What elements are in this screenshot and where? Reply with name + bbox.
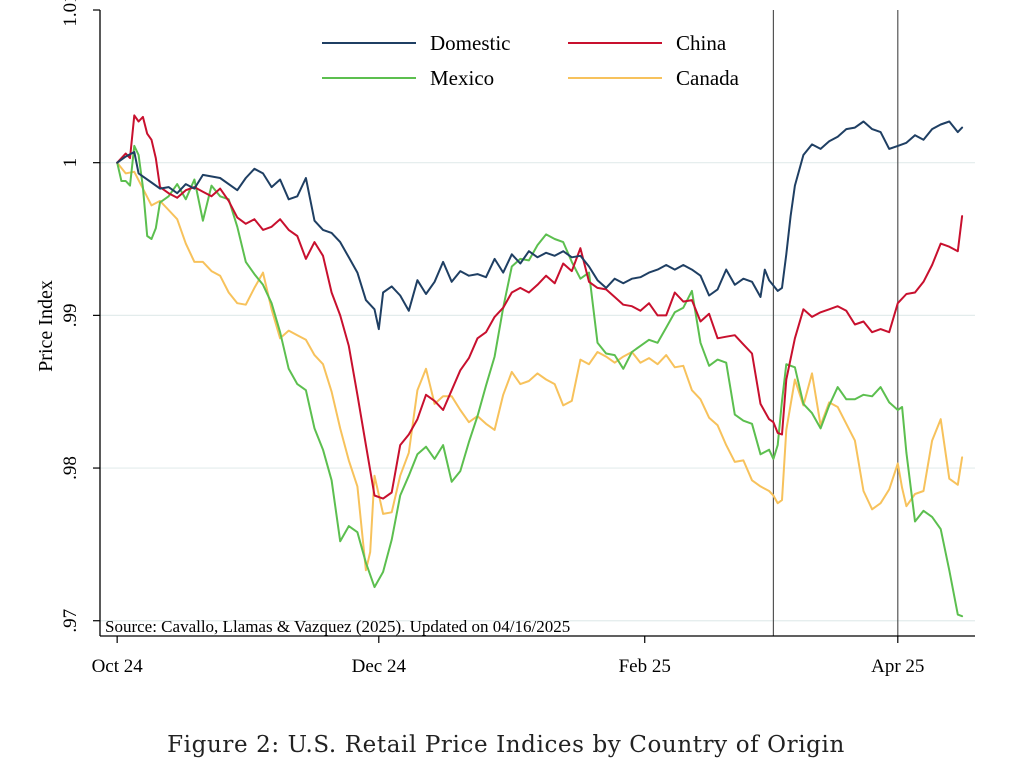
reference-lines — [772, 10, 899, 636]
axes — [99, 10, 975, 637]
legend-label-domestic: Domestic — [430, 31, 510, 55]
y-tick-label: 1.01 — [60, 0, 81, 27]
figure-caption: Figure 2: U.S. Retail Price Indices by C… — [167, 732, 845, 758]
series-lines — [116, 114, 964, 618]
x-tick-label: Apr 25 — [871, 656, 924, 677]
series-line-domestic — [116, 120, 964, 331]
y-tick-label: 1 — [60, 158, 81, 168]
y-tick-label: .98 — [60, 456, 81, 480]
x-axis-ticks: Oct 24 Dec 24 Feb 25 Apr 25 — [92, 636, 924, 677]
x-tick-label: Oct 24 — [92, 656, 144, 677]
gridlines — [100, 162, 975, 622]
series-line-china — [116, 114, 964, 500]
series-line-canada — [116, 161, 964, 572]
legend-label-canada: Canada — [676, 66, 740, 90]
y-axis-ticks: .97 .98 .99 1 1.01 — [60, 0, 100, 633]
legend-label-mexico: Mexico — [430, 66, 494, 90]
x-tick-label: Feb 25 — [619, 656, 671, 677]
y-tick-label: .97 — [60, 609, 81, 633]
x-tick-label: Dec 24 — [352, 656, 407, 677]
legend: Domestic China Mexico Canada — [322, 31, 740, 90]
y-tick-label: .99 — [60, 303, 81, 327]
source-annotation: Source: Cavallo, Llamas & Vazquez (2025)… — [105, 617, 570, 636]
y-axis-title: Price Index — [35, 280, 57, 372]
legend-label-china: China — [676, 31, 727, 55]
series-line-mexico — [116, 144, 964, 618]
